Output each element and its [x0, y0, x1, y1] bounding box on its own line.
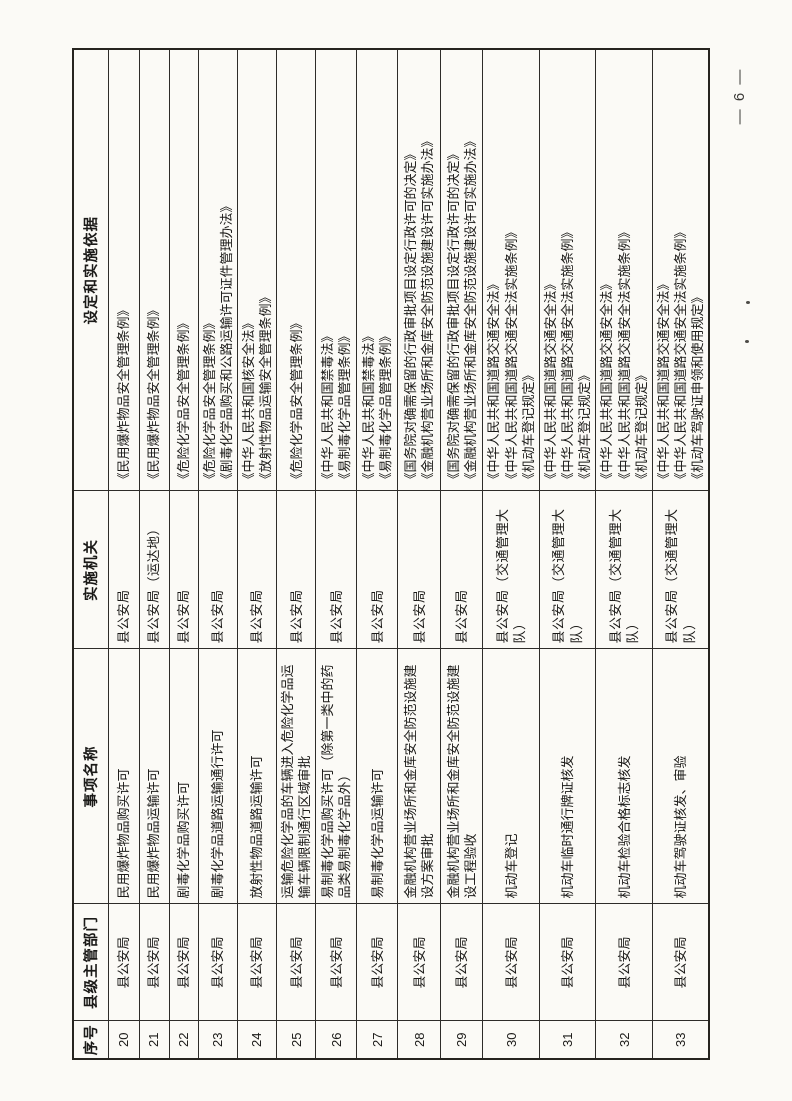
cell-serial-number: 28	[397, 1021, 441, 1059]
cell-item-name: 机动车临时通行牌证核发	[539, 649, 596, 904]
cell-item-name: 机动车登记	[482, 649, 540, 904]
rotated-table-layer: 序号 县级主管部门 事项名称 实施机关 设定和实施依据 20 县公安局 民用爆炸…	[72, 48, 711, 1060]
cell-item-name: 易制毒化学品购买许可（除第一类中的药品类易制毒化学品外）	[315, 649, 357, 904]
table-row: 32 县公安局 机动车检验合格标志核发 县公安局（交通管理大队） 《中华人民共和…	[595, 49, 653, 1059]
cell-serial-number: 20	[108, 1021, 139, 1059]
cell-department: 县公安局	[539, 904, 596, 1021]
cell-legal-basis: 《国务院对确需保留的行政审批项目设定行政许可的决定》 《金融机构营业场所和金库安…	[440, 49, 483, 491]
cell-serial-number: 25	[276, 1021, 316, 1059]
cell-agency: 县公安局	[237, 491, 277, 649]
cell-agency: 县公安局	[315, 491, 357, 649]
table-row: 30 县公安局 机动车登记 县公安局（交通管理大队） 《中华人民共和国道路交通安…	[482, 49, 540, 1059]
cell-legal-basis: 《危险化学品安全管理条例》	[276, 49, 316, 491]
cell-department: 县公安局	[276, 904, 316, 1021]
table-row: 29 县公安局 金融机构营业场所和金库安全防范设施建设工程验收 县公安局 《国务…	[440, 49, 483, 1059]
cell-serial-number: 22	[169, 1021, 198, 1059]
cell-serial-number: 21	[139, 1021, 169, 1059]
scan-speck	[746, 301, 750, 304]
cell-legal-basis: 《中华人民共和国道路交通安全法》 《中华人民共和国道路交通安全法实施条例》 《机…	[539, 49, 596, 491]
cell-agency: 县公安局	[440, 491, 483, 649]
cell-department: 县公安局	[315, 904, 357, 1021]
cell-item-name: 放射性物品道路运输许可	[237, 649, 277, 904]
cell-department: 县公安局	[169, 904, 198, 1021]
cell-department: 县公安局	[198, 904, 238, 1021]
cell-agency: 县公安局	[397, 491, 441, 649]
cell-legal-basis: 《危险化学品安全管理条例》	[169, 49, 198, 491]
cell-legal-basis: 《民用爆炸物品安全管理条例》	[108, 49, 139, 491]
cell-agency: 县公安局	[108, 491, 139, 649]
header-department: 县级主管部门	[73, 904, 108, 1021]
table-row: 24 县公安局 放射性物品道路运输许可 县公安局 《中华人民共和国核安全法》 《…	[237, 49, 277, 1059]
cell-item-name: 民用爆炸物品运输许可	[139, 649, 169, 904]
cell-agency: 县公安局（交通管理大队）	[595, 491, 653, 649]
cell-legal-basis: 《国务院对确需保留的行政审批项目设定行政许可的决定》 《金融机构营业场所和金库安…	[397, 49, 441, 491]
cell-department: 县公安局	[356, 904, 398, 1021]
cell-serial-number: 29	[440, 1021, 483, 1059]
header-serial-number: 序号	[73, 1021, 108, 1059]
cell-serial-number: 33	[652, 1021, 710, 1059]
cell-legal-basis: 《民用爆炸物品安全管理条例》	[139, 49, 169, 491]
table-row: 31 县公安局 机动车临时通行牌证核发 县公安局（交通管理大队） 《中华人民共和…	[539, 49, 596, 1059]
table-row: 23 县公安局 剧毒化学品道路运输通行许可 县公安局 《危险化学品安全管理条例》…	[198, 49, 238, 1059]
cell-serial-number: 24	[237, 1021, 277, 1059]
cell-item-name: 剧毒化学品购买许可	[169, 649, 198, 904]
cell-item-name: 易制毒化学品运输许可	[356, 649, 398, 904]
permits-table: 序号 县级主管部门 事项名称 实施机关 设定和实施依据 20 县公安局 民用爆炸…	[72, 48, 711, 1060]
table-row: 28 县公安局 金融机构营业场所和金库安全防范设施建设方案审批 县公安局 《国务…	[397, 49, 441, 1059]
table-row: 33 县公安局 机动车驾驶证核发、审验 县公安局（交通管理大队） 《中华人民共和…	[652, 49, 710, 1059]
cell-item-name: 机动车驾驶证核发、审验	[652, 649, 710, 904]
table-row: 25 县公安局 运输危险化学品的车辆进入危险化学品运输车辆限制通行区域审批 县公…	[276, 49, 316, 1059]
cell-department: 县公安局	[595, 904, 653, 1021]
cell-agency: 县公安局（交通管理大队）	[482, 491, 540, 649]
cell-item-name: 剧毒化学品道路运输通行许可	[198, 649, 238, 904]
cell-department: 县公安局	[397, 904, 441, 1021]
cell-department: 县公安局	[108, 904, 139, 1021]
table-row: 22 县公安局 剧毒化学品购买许可 县公安局 《危险化学品安全管理条例》	[169, 49, 198, 1059]
cell-serial-number: 27	[356, 1021, 398, 1059]
cell-legal-basis: 《中华人民共和国核安全法》 《放射性物品运输安全管理条例》	[237, 49, 277, 491]
cell-agency: 县公安局（交通管理大队）	[652, 491, 710, 649]
cell-legal-basis: 《中华人民共和国道路交通安全法》 《中华人民共和国道路交通安全法实施条例》 《机…	[595, 49, 653, 491]
scan-speck	[745, 340, 749, 343]
cell-agency: 县公安局	[169, 491, 198, 649]
header-agency: 实施机关	[73, 491, 108, 649]
table-header-row: 序号 县级主管部门 事项名称 实施机关 设定和实施依据	[73, 49, 108, 1059]
cell-department: 县公安局	[440, 904, 483, 1021]
cell-agency: 县公安局	[276, 491, 316, 649]
cell-department: 县公安局	[237, 904, 277, 1021]
cell-legal-basis: 《中华人民共和国道路交通安全法》 《中华人民共和国道路交通安全法实施条例》 《机…	[482, 49, 540, 491]
cell-legal-basis: 《中华人民共和国道路交通安全法》 《中华人民共和国道路交通安全法实施条例》 《机…	[652, 49, 710, 491]
header-legal-basis: 设定和实施依据	[73, 49, 108, 491]
cell-serial-number: 32	[595, 1021, 653, 1059]
table-row: 21 县公安局 民用爆炸物品运输许可 县公安局（运达地） 《民用爆炸物品安全管理…	[139, 49, 169, 1059]
cell-serial-number: 23	[198, 1021, 238, 1059]
cell-department: 县公安局	[139, 904, 169, 1021]
header-item-name: 事项名称	[73, 649, 108, 904]
cell-legal-basis: 《中华人民共和国禁毒法》 《易制毒化学品管理条例》	[315, 49, 357, 491]
cell-serial-number: 30	[482, 1021, 540, 1059]
table-row: 26 县公安局 易制毒化学品购买许可（除第一类中的药品类易制毒化学品外） 县公安…	[315, 49, 357, 1059]
cell-item-name: 金融机构营业场所和金库安全防范设施建设方案审批	[397, 649, 441, 904]
page-number: — 6 —	[730, 67, 748, 125]
cell-department: 县公安局	[482, 904, 540, 1021]
table-row: 20 县公安局 民用爆炸物品购买许可 县公安局 《民用爆炸物品安全管理条例》	[108, 49, 139, 1059]
cell-legal-basis: 《危险化学品安全管理条例》 《剧毒化学品购买和公路运输许可证件管理办法》	[198, 49, 238, 491]
cell-item-name: 金融机构营业场所和金库安全防范设施建设工程验收	[440, 649, 483, 904]
cell-agency: 县公安局	[198, 491, 238, 649]
cell-item-name: 运输危险化学品的车辆进入危险化学品运输车辆限制通行区域审批	[276, 649, 316, 904]
table-row: 27 县公安局 易制毒化学品运输许可 县公安局 《中华人民共和国禁毒法》 《易制…	[356, 49, 398, 1059]
cell-serial-number: 31	[539, 1021, 596, 1059]
cell-department: 县公安局	[652, 904, 710, 1021]
cell-serial-number: 26	[315, 1021, 357, 1059]
cell-item-name: 民用爆炸物品购买许可	[108, 649, 139, 904]
cell-item-name: 机动车检验合格标志核发	[595, 649, 653, 904]
cell-agency: 县公安局	[356, 491, 398, 649]
cell-agency: 县公安局（运达地）	[139, 491, 169, 649]
cell-legal-basis: 《中华人民共和国禁毒法》 《易制毒化学品管理条例》	[356, 49, 398, 491]
cell-agency: 县公安局（交通管理大队）	[539, 491, 596, 649]
